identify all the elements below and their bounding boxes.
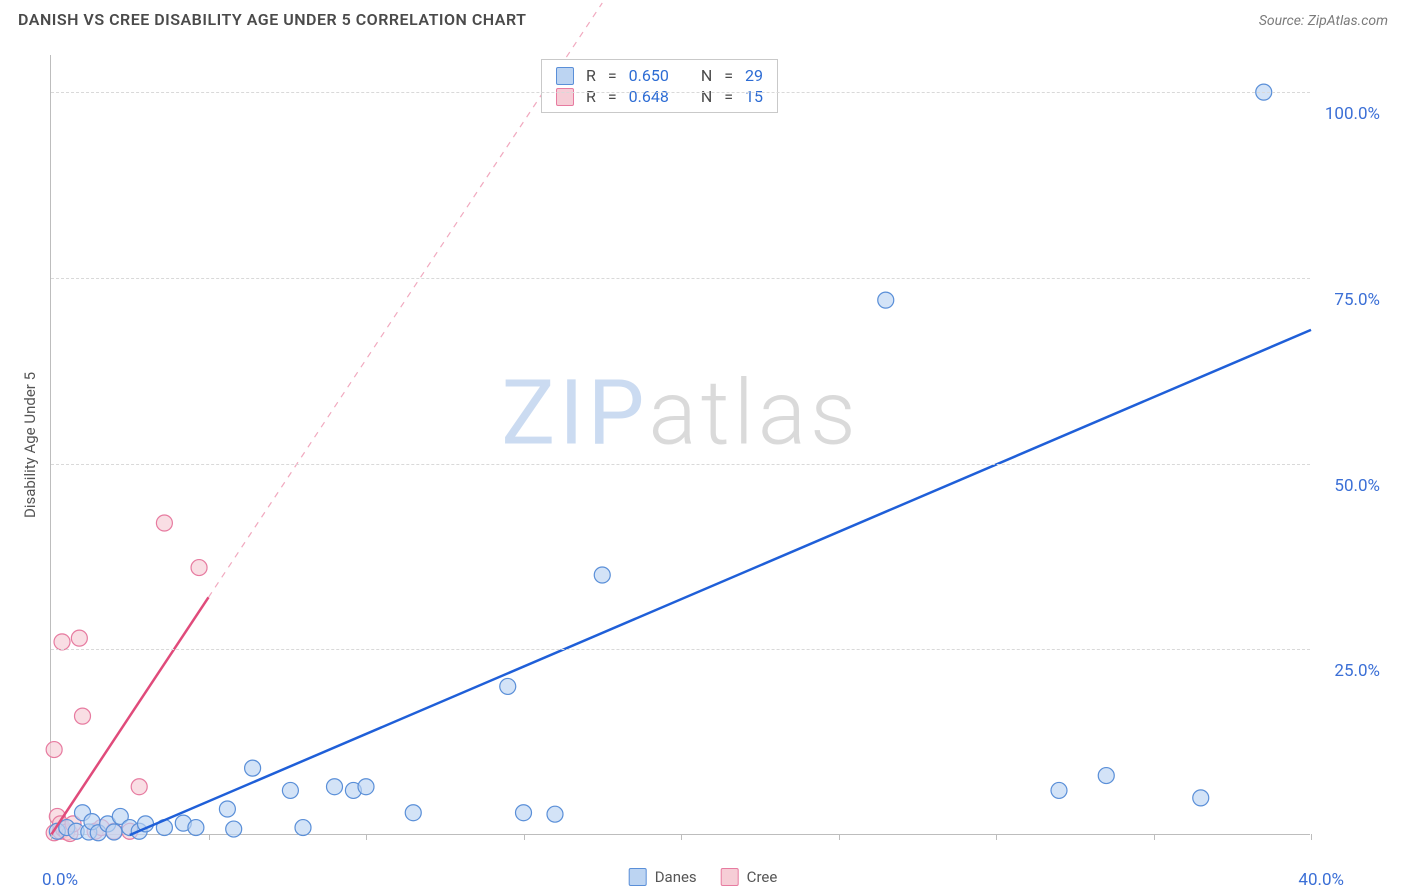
chart-svg <box>51 55 1310 834</box>
x-tick <box>996 834 997 840</box>
y-tick-label: 100.0% <box>1320 104 1380 124</box>
legend-item-cree: Cree <box>721 868 778 886</box>
x-axis-origin-label: 0.0% <box>42 870 78 890</box>
stats-row: R=0.648N=15 <box>556 87 763 106</box>
gridline <box>51 92 1310 93</box>
legend-swatch-cree <box>721 868 739 886</box>
stats-swatch <box>556 67 574 85</box>
plot-area: ZIPatlas R=0.650N=29R=0.648N=15 25.0%50.… <box>50 55 1310 835</box>
x-tick <box>839 834 840 840</box>
legend: Danes Cree <box>629 868 778 886</box>
x-tick <box>524 834 525 840</box>
stats-row: R=0.650N=29 <box>556 66 763 85</box>
gridline <box>51 649 1310 650</box>
stats-box: R=0.650N=29 R=0.648N=15 <box>541 59 778 113</box>
y-axis-title: Disability Age Under 5 <box>21 372 39 518</box>
legend-label-danes: Danes <box>655 868 697 886</box>
x-axis-end-label: 40.0% <box>1298 870 1344 890</box>
legend-item-danes: Danes <box>629 868 697 886</box>
gridline <box>51 278 1310 279</box>
stats-swatch <box>556 88 574 106</box>
y-tick-label: 25.0% <box>1320 661 1380 681</box>
x-tick <box>366 834 367 840</box>
x-tick <box>1154 834 1155 840</box>
y-tick-label: 75.0% <box>1320 290 1380 310</box>
x-tick <box>681 834 682 840</box>
x-tick <box>1311 834 1312 840</box>
legend-swatch-danes <box>629 868 647 886</box>
gridline <box>51 464 1310 465</box>
x-tick <box>209 834 210 840</box>
chart-title: DANISH VS CREE DISABILITY AGE UNDER 5 CO… <box>18 10 526 29</box>
legend-label-cree: Cree <box>747 868 778 886</box>
y-tick-label: 50.0% <box>1320 476 1380 496</box>
source-label: Source: ZipAtlas.com <box>1259 13 1388 29</box>
x-tick <box>51 834 52 840</box>
